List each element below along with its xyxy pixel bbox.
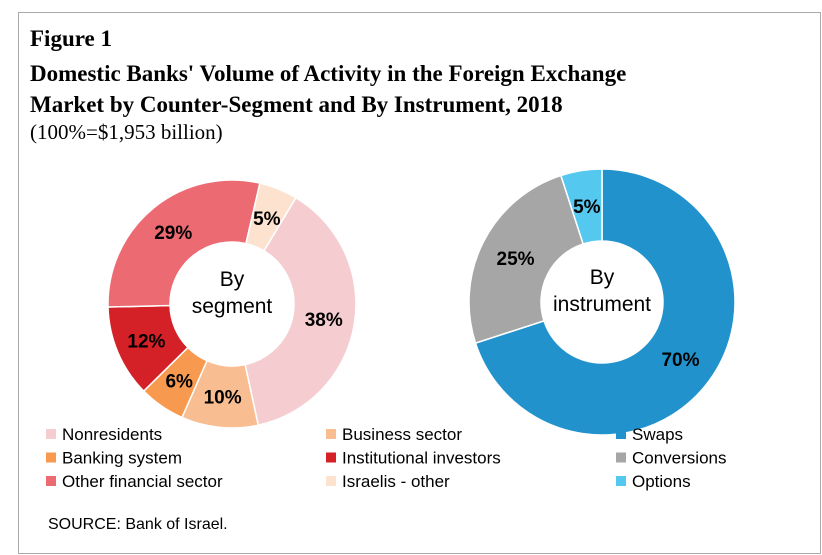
legend-label: Israelis - other: [342, 472, 450, 491]
title: Market by Counter-Segment and By Instrum…: [30, 92, 563, 117]
legend-label: Options: [632, 472, 691, 491]
legend-swatch: [46, 452, 56, 463]
value-label: 10%: [204, 388, 242, 409]
value-label: 70%: [661, 350, 699, 371]
source: SOURCE: Bank of Israel.: [48, 516, 228, 533]
legend-swatch: [46, 429, 56, 439]
legend-swatch: [326, 476, 336, 486]
donut-segment: [245, 182, 297, 252]
donut-segment: [107, 179, 261, 308]
value-label: 38%: [305, 310, 343, 331]
legend-swatch: [326, 452, 336, 463]
legend-swatch: [616, 476, 626, 486]
center-label: segment: [192, 295, 273, 318]
value-label: 5%: [573, 197, 601, 218]
legend-label: Other financial sector: [62, 472, 223, 491]
donut-segment: [244, 196, 357, 427]
value-label: 25%: [497, 249, 535, 270]
legend-swatch: [616, 452, 626, 463]
legend-label: Conversions: [632, 449, 727, 468]
legend-swatch: [46, 476, 56, 486]
center-label: By: [590, 266, 615, 289]
legend-label: Business sector: [342, 425, 462, 444]
value-label: 6%: [165, 372, 193, 393]
center-label: By: [220, 268, 245, 291]
title: Domestic Banks' Volume of Activity in th…: [30, 61, 626, 86]
legend-label: Banking system: [62, 449, 182, 468]
legend-label: Nonresidents: [62, 425, 162, 444]
donut-segment: [559, 168, 603, 245]
legend-swatch: [326, 429, 336, 439]
legend-swatch: [616, 429, 626, 439]
legend-label: Swaps: [632, 425, 683, 444]
value-label: 29%: [154, 223, 192, 244]
donut-segment: [468, 174, 585, 345]
center-label: instrument: [553, 293, 651, 316]
donut-segment: [474, 168, 736, 436]
value-label: 12%: [127, 331, 165, 352]
value-label: 5%: [253, 209, 281, 230]
subtitle: (100%=$1,953 billion): [30, 120, 223, 144]
figure-label: Figure 1: [30, 26, 112, 51]
legend-label: Institutional investors: [342, 449, 501, 468]
frame: [18, 12, 821, 554]
